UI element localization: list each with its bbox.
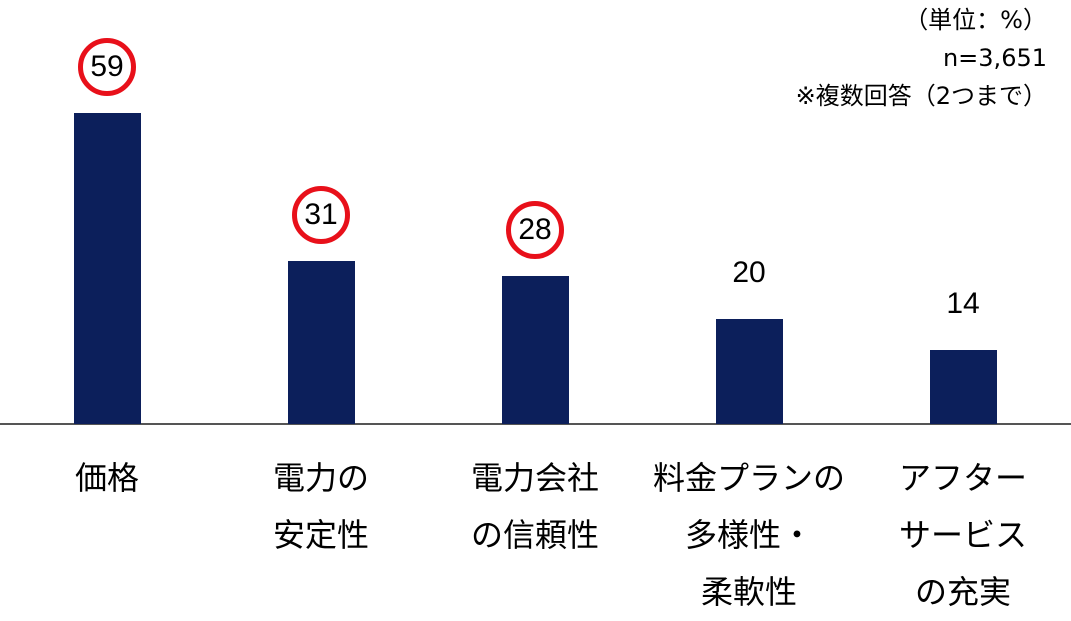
x-tick-label: 電力会社 の信頼性	[470, 459, 599, 554]
value-label: 59	[90, 50, 124, 84]
bar	[287, 260, 355, 424]
bar	[715, 318, 783, 424]
bar	[501, 276, 569, 424]
highlight-circle	[292, 185, 350, 244]
annotation: n=3,651	[942, 44, 1047, 72]
value-label: 20	[732, 255, 766, 289]
value-label: 28	[518, 213, 552, 247]
highlight-circle	[78, 38, 136, 97]
highlight-circle	[506, 201, 564, 260]
x-tick-label: 価格	[74, 459, 139, 497]
chart: （単位：%） n=3,651 ※複数回答（2つまで） 59 価格 31 電力の 安定性…	[0, 6, 1071, 611]
value-label: 14	[946, 287, 980, 321]
baseline	[0, 423, 1071, 425]
annotation: ※複数回答（2つまで）	[795, 82, 1047, 110]
annotation: （単位：%）	[904, 6, 1047, 34]
x-tick-label: アフター サービス の充実	[898, 459, 1027, 611]
bar	[929, 350, 997, 424]
value-label: 31	[304, 197, 338, 231]
bar	[73, 113, 141, 424]
x-tick-label: 電力の 安定性	[272, 459, 369, 554]
x-tick-label: 料金プランの 多様性・ 柔軟性	[652, 459, 845, 611]
